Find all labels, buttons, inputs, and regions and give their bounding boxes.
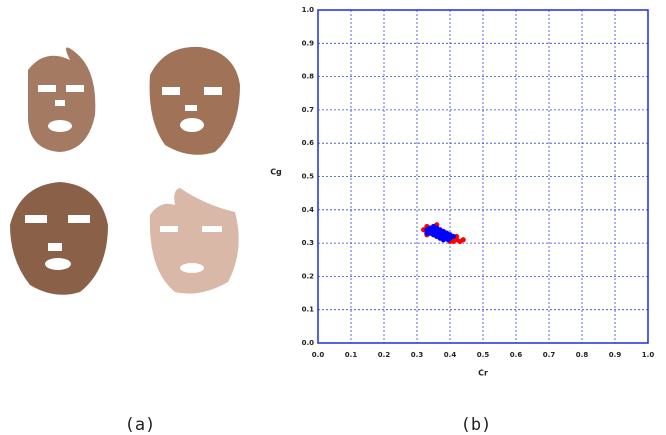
y-tick-label: 0.9 bbox=[302, 39, 315, 47]
x-tick-label: 0.0 bbox=[312, 351, 325, 359]
point bbox=[446, 237, 451, 242]
y-tick-label: 0.7 bbox=[302, 106, 315, 114]
y-tick-label: 1.0 bbox=[302, 6, 315, 14]
x-tick-label: 0.6 bbox=[510, 351, 523, 359]
face bbox=[150, 188, 239, 294]
face bbox=[28, 48, 95, 153]
y-tick-label: 0.4 bbox=[302, 206, 315, 214]
x-tick-label: 1.0 bbox=[642, 351, 655, 359]
caption: (b) bbox=[461, 415, 492, 435]
y-tick-label: 0.6 bbox=[302, 139, 315, 147]
x-tick-label: 0.8 bbox=[576, 351, 589, 359]
x-tick-label: 0.5 bbox=[477, 351, 490, 359]
x-tick-label: 0.3 bbox=[411, 351, 424, 359]
x-tick-label: 0.4 bbox=[444, 351, 457, 359]
face-photos bbox=[10, 47, 240, 295]
point bbox=[461, 237, 466, 242]
y-tick-label: 0.3 bbox=[302, 239, 315, 247]
figure: 0.0 0.1 0.2 0.3 0.4 0.5 0.6 0.7 0.8 0.9 1.0 0.0 0.1 0… bbox=[0, 0, 666, 435]
x-tick-label: 0.2 bbox=[378, 351, 391, 359]
face bbox=[150, 47, 240, 155]
y-axis-label: Cg bbox=[270, 168, 282, 177]
x-tick-label: 0.1 bbox=[345, 351, 358, 359]
page: {"captions": ["(a)", "(b)"], "chart_data… bbox=[0, 0, 666, 435]
y-tick-label: 0.2 bbox=[302, 272, 315, 280]
y-tick-label: 0.0 bbox=[302, 339, 315, 347]
point bbox=[451, 234, 456, 239]
point bbox=[424, 231, 429, 236]
y-tick-label: 0.1 bbox=[302, 306, 315, 314]
caption: (a) bbox=[125, 415, 156, 435]
plot: 0.0 0.1 0.2 0.3 0.4 0.5 0.6 0.7 0.8 0.9 1.0 0.0 0.1 0… bbox=[302, 6, 655, 359]
y-tick-label: 0.8 bbox=[302, 73, 315, 81]
point bbox=[429, 227, 434, 232]
x-tick-label: 0.7 bbox=[543, 351, 556, 359]
y-tick-label: 0.5 bbox=[302, 173, 315, 181]
x-tick-label: 0.9 bbox=[609, 351, 622, 359]
x-axis-label: Cr bbox=[478, 369, 488, 378]
face bbox=[10, 182, 108, 295]
